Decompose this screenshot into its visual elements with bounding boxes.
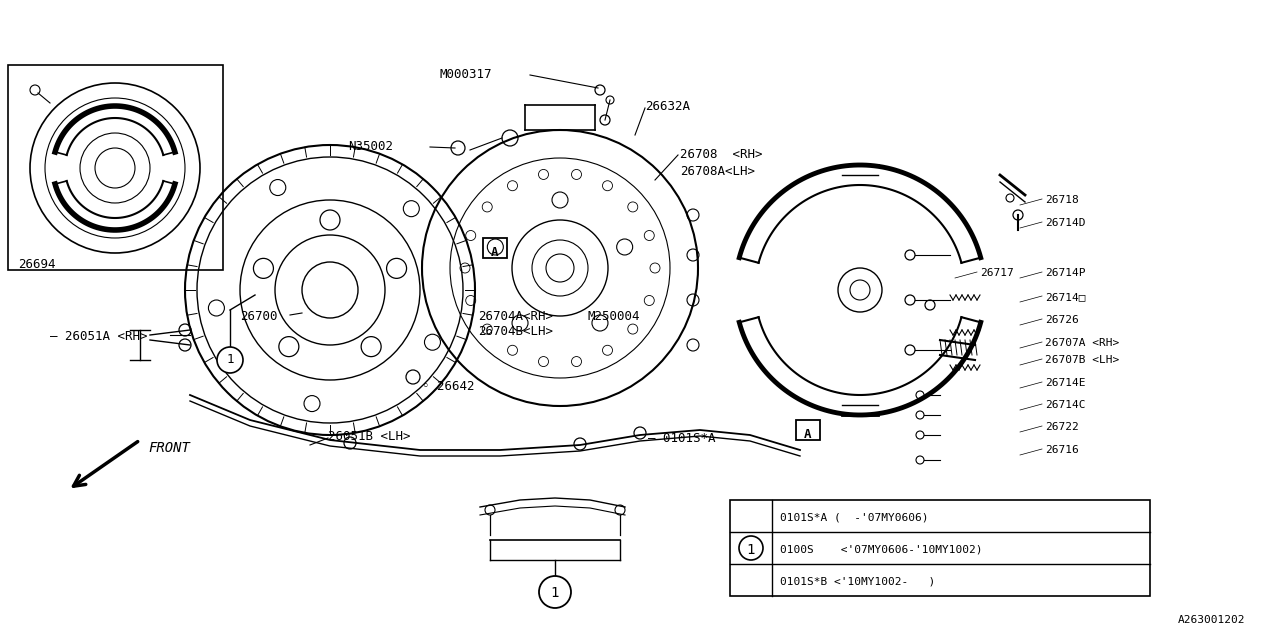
Text: 26717: 26717 xyxy=(980,268,1014,278)
Text: 26694: 26694 xyxy=(18,258,55,271)
Bar xyxy=(730,500,1149,596)
Text: 26700: 26700 xyxy=(241,310,278,323)
Text: 26704A<RH>: 26704A<RH> xyxy=(477,310,553,323)
Bar xyxy=(483,238,507,258)
Text: 26714C: 26714C xyxy=(1044,400,1085,410)
Text: 0101S*A (  -'07MY0606): 0101S*A ( -'07MY0606) xyxy=(780,512,928,522)
Text: M250004: M250004 xyxy=(588,310,640,323)
Text: 0100S    <'07MY0606-'10MY1002): 0100S <'07MY0606-'10MY1002) xyxy=(780,544,983,554)
Text: 26704B<LH>: 26704B<LH> xyxy=(477,325,553,338)
Bar xyxy=(796,420,820,440)
Text: 26708  <RH>: 26708 <RH> xyxy=(680,148,763,161)
Text: 26707A <RH>: 26707A <RH> xyxy=(1044,338,1119,348)
Text: 26714D: 26714D xyxy=(1044,218,1085,228)
Circle shape xyxy=(218,347,243,373)
Text: 26722: 26722 xyxy=(1044,422,1079,432)
Text: 26716: 26716 xyxy=(1044,445,1079,455)
Text: 26714E: 26714E xyxy=(1044,378,1085,388)
Text: A: A xyxy=(804,428,812,441)
Text: 26707B <LH>: 26707B <LH> xyxy=(1044,355,1119,365)
Text: N35002: N35002 xyxy=(348,140,393,153)
Text: — 26051A <RH>: — 26051A <RH> xyxy=(50,330,147,343)
Text: 26714□: 26714□ xyxy=(1044,292,1085,302)
Text: A263001202: A263001202 xyxy=(1178,615,1245,625)
Text: 1: 1 xyxy=(746,543,755,557)
Text: FRONT: FRONT xyxy=(148,441,189,455)
Text: A: A xyxy=(492,246,499,259)
Text: 26632A: 26632A xyxy=(645,100,690,113)
Text: ◦ 26642: ◦ 26642 xyxy=(422,380,475,393)
Text: — 0101S*A: — 0101S*A xyxy=(648,432,716,445)
Bar xyxy=(8,65,223,270)
Text: 26714P: 26714P xyxy=(1044,268,1085,278)
Text: 1: 1 xyxy=(227,353,234,366)
Text: 26708A<LH>: 26708A<LH> xyxy=(680,165,755,178)
Text: 1: 1 xyxy=(550,586,559,600)
Text: 26718: 26718 xyxy=(1044,195,1079,205)
Text: M000317: M000317 xyxy=(440,68,493,81)
Text: 0101S*B <'10MY1002-   ): 0101S*B <'10MY1002- ) xyxy=(780,576,936,586)
Text: 26051B <LH>: 26051B <LH> xyxy=(328,430,411,443)
Text: 26726: 26726 xyxy=(1044,315,1079,325)
